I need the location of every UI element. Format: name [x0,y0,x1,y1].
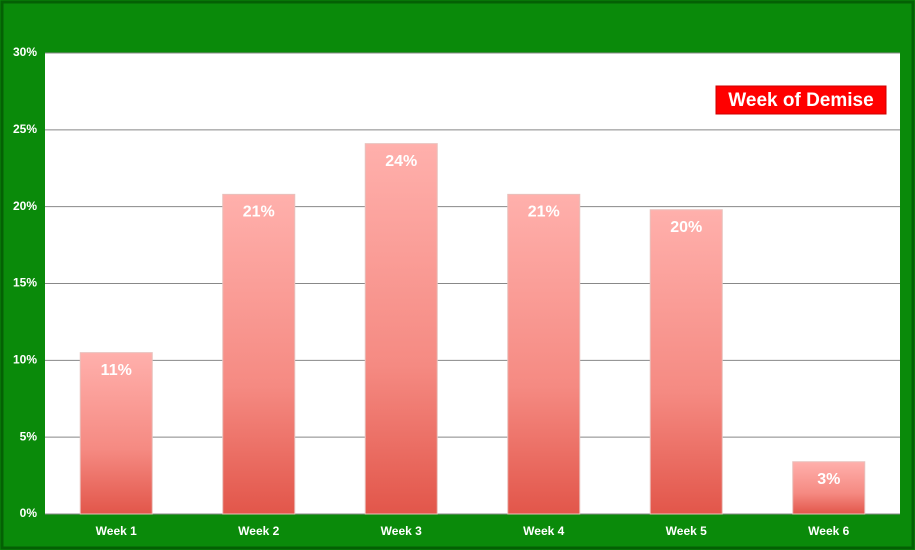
x-tick-label: Week 1 [96,524,137,538]
bar [364,143,438,515]
y-tick-label: 30% [13,45,37,59]
x-tick-label: Week 4 [523,524,564,538]
y-tick-label: 0% [20,506,38,520]
data-label: 11% [101,362,132,379]
x-tick-label: Week 3 [381,524,422,538]
grid [45,52,900,515]
data-label: 3% [817,471,840,488]
y-tick-label: 20% [13,199,37,213]
chart-title: Week of Demise [728,90,873,111]
title-box [715,85,887,115]
bar [222,193,296,515]
data-label: 21% [528,204,560,221]
data-label: 24% [385,153,417,170]
y-tick-label: 15% [13,276,37,290]
bars [79,143,866,515]
y-tick-label: 10% [13,353,37,367]
y-tick-label: 5% [20,429,38,443]
x-tick-label: Week 5 [666,524,707,538]
data-label: 21% [243,204,275,221]
bar [79,352,153,515]
bar [792,461,866,515]
x-tick-label: Week 6 [808,524,849,538]
bar [649,209,723,515]
y-tick-label: 25% [13,122,37,136]
bar [507,193,581,515]
data-label: 20% [670,219,702,236]
x-tick-label: Week 2 [238,524,279,538]
